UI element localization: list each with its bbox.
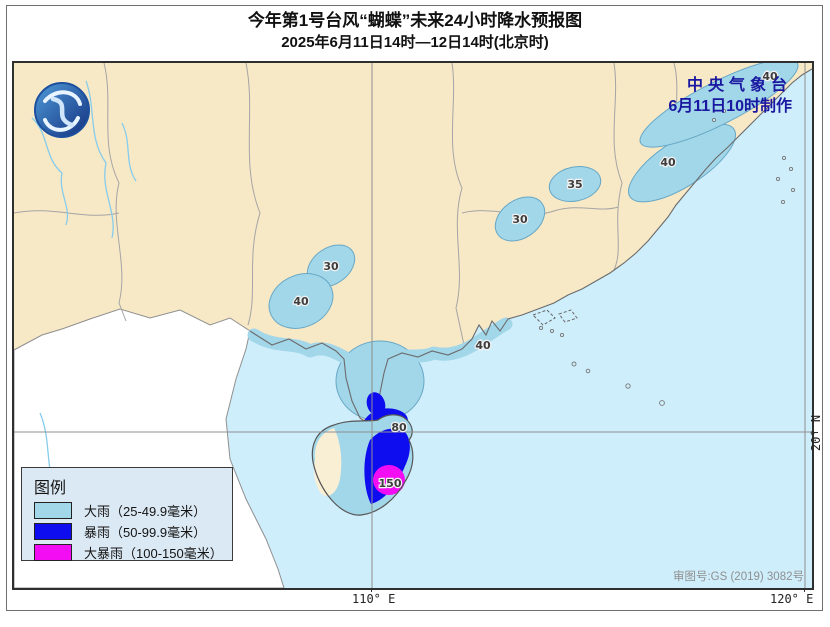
- rain-amount-label: 30: [323, 260, 339, 273]
- storm-rain-label: 暴雨（50-99.9毫米）: [84, 525, 207, 540]
- outer-frame: [6, 5, 823, 611]
- rain-amount-label: 30: [512, 213, 528, 226]
- rain-amount-label: 40: [660, 156, 676, 169]
- legend: 图例 大雨（25-49.9毫米） 暴雨（50-99.9毫米） 大暴雨（100-1…: [21, 467, 233, 561]
- severe-storm-rain-swatch: [34, 544, 72, 561]
- hainan-severe-storm-rain: [373, 465, 405, 495]
- rain-amount-labels: 30 40 30 35 40 40 40 80 150: [292, 69, 779, 491]
- small-islands: [538, 108, 796, 406]
- tick-20n: [814, 432, 818, 433]
- storm-rain-swatch: [34, 523, 72, 540]
- page-title: 今年第1号台风“蝴蝶”未来24小时降水预报图: [247, 11, 583, 30]
- tick-120e: [804, 588, 805, 592]
- coastline: [249, 68, 813, 426]
- rain-amount-label: 80: [391, 421, 407, 434]
- rain-amount-label: 40: [762, 70, 778, 83]
- hainan-island: [311, 414, 414, 516]
- legend-title: 图例: [34, 480, 67, 497]
- mainland-china: [14, 63, 812, 425]
- agency-issued-time: 6月11日10时制作: [668, 96, 792, 115]
- longitude-label-120e: 120° E: [770, 592, 814, 606]
- heavy-rain-swatch: [34, 502, 72, 519]
- map-review-number: 审图号:GS (2019) 3082号: [673, 569, 804, 583]
- legend-row-heavy-rain: 大雨（25-49.9毫米）: [34, 502, 232, 519]
- severe-storm-rain-label: 大暴雨（100-150毫米）: [84, 546, 223, 561]
- legend-row-severe-storm-rain: 大暴雨（100-150毫米）: [34, 544, 232, 561]
- page-subtitle: 2025年6月11日14时—12日14时(北京时): [281, 34, 549, 51]
- rain-amount-label: 40: [475, 339, 491, 352]
- graticule: [14, 63, 812, 588]
- tick-110e: [371, 588, 372, 592]
- delta-dashed-boundaries: [532, 309, 578, 326]
- cma-logo: [34, 82, 90, 138]
- longitude-label-110e: 110° E: [352, 592, 396, 606]
- heavy-rain-label: 大雨（25-49.9毫米）: [84, 504, 207, 519]
- rain-amount-label: 40: [293, 295, 309, 308]
- heavy-rain-patches: [247, 58, 799, 422]
- province-boundaries: [13, 62, 685, 346]
- rain-amount-label: 150: [379, 477, 402, 490]
- hainan-dry-west: [314, 428, 342, 496]
- legend-row-storm-rain: 暴雨（50-99.9毫米）: [34, 523, 232, 540]
- map-title-block: 今年第1号台风“蝴蝶”未来24小时降水预报图 2025年6月11日14时—12日…: [0, 10, 830, 53]
- rain-amount-label: 35: [567, 178, 582, 191]
- agency-name: 中央气象台: [687, 75, 792, 94]
